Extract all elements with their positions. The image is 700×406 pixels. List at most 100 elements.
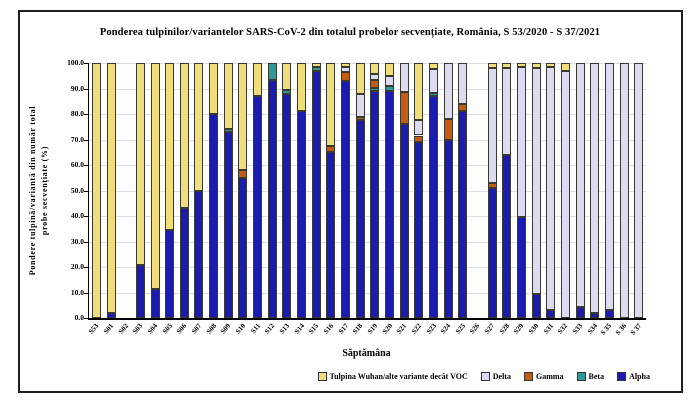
plot-area bbox=[88, 62, 646, 320]
bar-segment bbox=[297, 62, 306, 112]
legend-swatch bbox=[617, 372, 627, 381]
bar-segment bbox=[502, 63, 512, 69]
bar-segment bbox=[531, 293, 541, 318]
bar-segment bbox=[414, 135, 424, 143]
legend-label: Gamma bbox=[535, 372, 564, 381]
bar-segment bbox=[385, 86, 394, 92]
y-tick-label: 80.0 bbox=[70, 109, 84, 118]
bar-segment bbox=[458, 103, 468, 111]
bar-segment bbox=[165, 63, 175, 230]
y-tick-label: 30.0 bbox=[70, 236, 84, 246]
bar-segment bbox=[135, 264, 145, 318]
gridline bbox=[89, 63, 646, 64]
gridline bbox=[89, 216, 646, 217]
legend-label: Delta bbox=[492, 372, 511, 381]
y-tick-mark bbox=[84, 190, 88, 192]
y-tick-label: 90.0 bbox=[70, 83, 84, 93]
bar-segment bbox=[267, 79, 277, 318]
bar-segment bbox=[399, 124, 409, 318]
bar-segment bbox=[297, 111, 306, 318]
bar-segment bbox=[399, 92, 409, 125]
bar-segment bbox=[546, 310, 556, 318]
bar-segment bbox=[429, 96, 438, 318]
bar-segment bbox=[282, 63, 292, 91]
bar-segment bbox=[429, 69, 438, 93]
legend-swatch bbox=[576, 372, 586, 381]
y-tick-label: 40.0 bbox=[70, 211, 84, 220]
legend-swatch bbox=[480, 372, 490, 381]
legend-swatch bbox=[317, 372, 327, 381]
bar-segment bbox=[370, 63, 380, 75]
y-tick-label: 50.0 bbox=[70, 185, 84, 195]
legend-label: Alpha bbox=[629, 372, 650, 381]
bar-segment bbox=[223, 63, 233, 130]
bar-segment bbox=[253, 63, 263, 97]
y-tick-mark bbox=[84, 241, 88, 243]
bar-segment bbox=[516, 66, 526, 218]
bar-segment bbox=[429, 63, 438, 70]
bar-segment bbox=[311, 63, 321, 67]
bar-segment bbox=[458, 63, 468, 104]
chart-title: Ponderea tulpinilor/variantelor SARS-CoV… bbox=[99, 27, 601, 38]
bar-segment bbox=[106, 312, 116, 318]
bar-segment bbox=[341, 80, 350, 318]
bar-segment bbox=[443, 119, 453, 140]
bar-segment bbox=[341, 63, 350, 67]
bar-segment bbox=[399, 63, 409, 93]
y-tick-mark bbox=[84, 267, 88, 268]
y-tick-mark bbox=[84, 216, 88, 217]
y-tick-mark bbox=[84, 114, 88, 115]
bar-segment bbox=[311, 70, 321, 318]
bar-segment bbox=[546, 63, 556, 67]
bar-segment bbox=[443, 63, 453, 120]
bar-segment bbox=[326, 145, 336, 153]
bar-segment bbox=[385, 91, 394, 318]
gridline bbox=[89, 139, 646, 141]
bar-segment bbox=[575, 63, 585, 307]
legend-item: Tulpina Wuhan/alte variante decât VOC bbox=[317, 372, 468, 381]
legend-label: Beta bbox=[588, 372, 605, 381]
bar-segment bbox=[282, 93, 292, 318]
y-tick-label: 10.0 bbox=[70, 287, 84, 297]
bar-segment bbox=[560, 63, 570, 71]
bar-segment bbox=[150, 63, 160, 289]
bar-segment bbox=[179, 208, 189, 318]
bar-segment bbox=[370, 87, 380, 92]
gridline bbox=[89, 292, 646, 294]
y-tick-mark bbox=[84, 88, 88, 90]
bar-segment bbox=[385, 75, 394, 86]
bar-segment bbox=[370, 74, 380, 81]
y-tick-label: 0.0 bbox=[74, 313, 84, 322]
bar-segment bbox=[253, 96, 263, 318]
bar-segment bbox=[414, 120, 424, 136]
bar-segment bbox=[355, 63, 365, 94]
bar-segment bbox=[282, 90, 292, 94]
bar-segment bbox=[458, 110, 468, 318]
y-tick-mark bbox=[84, 63, 88, 64]
bar-segment bbox=[531, 63, 541, 69]
y-tick-label: 20.0 bbox=[70, 262, 84, 271]
y-tick-mark bbox=[84, 318, 88, 319]
bar-segment bbox=[267, 63, 277, 80]
bar-segment bbox=[209, 63, 219, 114]
bar-segment bbox=[619, 63, 629, 318]
bar-segment bbox=[238, 170, 248, 178]
y-tick-label: 70.0 bbox=[70, 134, 84, 144]
bar-segment bbox=[590, 312, 600, 318]
legend: Tulpina Wuhan/alte variante decât VOC Del… bbox=[317, 372, 650, 381]
bar-segment bbox=[91, 63, 101, 318]
bar-segment bbox=[634, 63, 644, 318]
y-tick-mark bbox=[84, 165, 88, 166]
bar-segment bbox=[194, 63, 204, 191]
bar-segment bbox=[179, 63, 189, 209]
bar-segment bbox=[604, 310, 614, 318]
y-axis-title: Pondere tulpină/variantă din număr total… bbox=[27, 63, 50, 318]
bar-segment bbox=[487, 68, 497, 183]
gridline bbox=[89, 114, 646, 115]
bar-segment bbox=[604, 63, 614, 311]
x-axis-title: Săptămâna bbox=[342, 348, 391, 359]
bar-segment bbox=[223, 129, 233, 132]
legend-item: Alpha bbox=[617, 372, 650, 381]
y-axis-title-line2: probe secvențiate (%) bbox=[39, 145, 49, 236]
legend-label: Tulpina Wuhan/alte variante decât VOC bbox=[329, 372, 468, 381]
